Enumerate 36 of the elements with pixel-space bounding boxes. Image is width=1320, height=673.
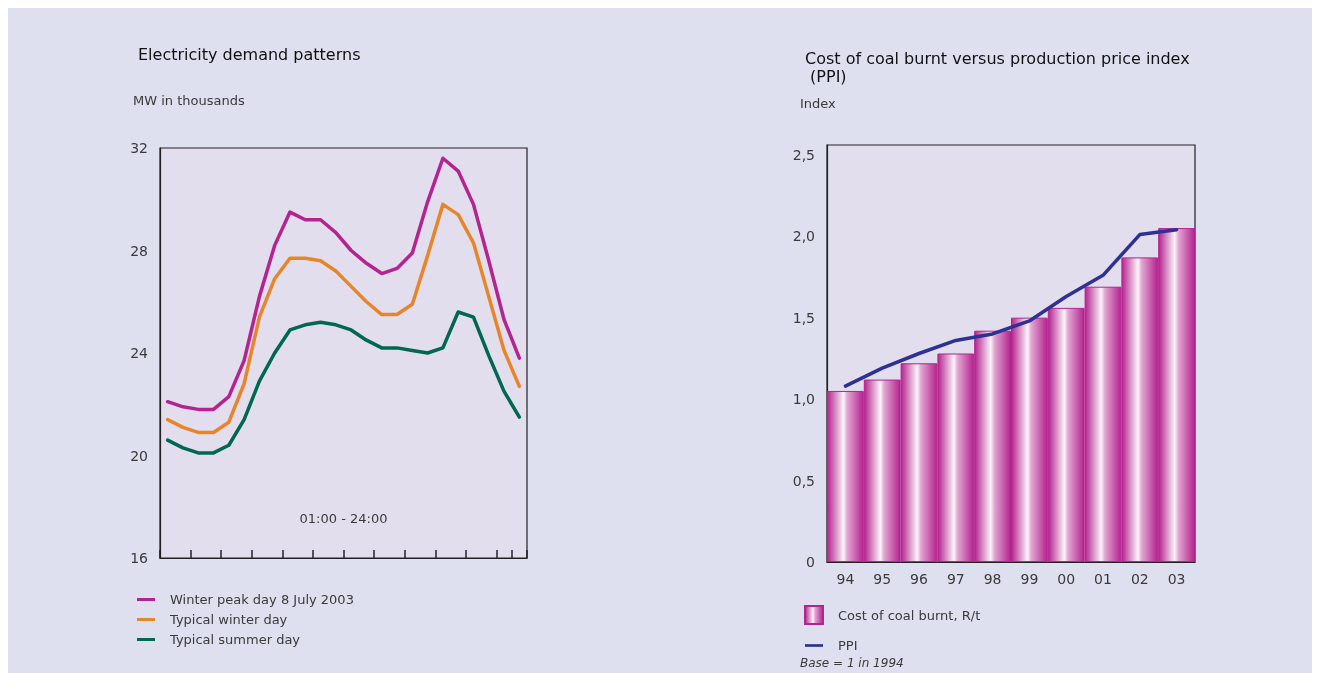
chart-title: Electricity demand patterns: [138, 44, 361, 64]
legend-label: Typical winter day: [169, 612, 288, 627]
legend-label: Cost of coal burnt, R/t: [838, 607, 981, 623]
x-tick-label: 94: [836, 571, 855, 587]
y-axis-title: Index: [800, 96, 837, 111]
line-series: [165, 202, 522, 435]
line-series: [843, 227, 1179, 388]
y-tick-label: 16: [130, 550, 149, 566]
x-tick-label: 97: [946, 571, 965, 587]
x-tick-label: 95: [873, 571, 892, 587]
legend-label: Winter peak day 8 July 2003: [170, 592, 354, 607]
legend-label: PPI: [838, 638, 858, 653]
x-tick-label: 98: [983, 571, 1002, 587]
y-tick-label: 1,0: [792, 391, 815, 408]
legend-label: Typical summer day: [169, 632, 301, 647]
line-series: [165, 310, 522, 455]
y-tick-label: 2,5: [792, 146, 815, 163]
x-tick-label: 00: [1057, 571, 1076, 587]
y-tick-label: 0,5: [792, 472, 815, 489]
y-tick-label: 20: [130, 447, 148, 464]
x-tick-label: 02: [1130, 571, 1149, 587]
y-tick-label: 1,5: [792, 309, 815, 326]
y-tick-label: 0: [806, 554, 815, 570]
chart-title: Cost of coal burnt versus production price index (PPI): [805, 48, 1190, 86]
y-tick-label: 32: [130, 140, 148, 156]
y-tick-label: 24: [130, 345, 149, 361]
line-series: [165, 156, 522, 412]
y-tick-label: 2,0: [792, 228, 815, 245]
x-tick-label: 03: [1167, 571, 1186, 587]
y-tick-label: 28: [130, 242, 148, 259]
y-axis-title: MW in thousands: [133, 93, 245, 108]
x-tick-label: 96: [910, 571, 928, 587]
text: Base = 1 in 1994: [800, 656, 904, 670]
annotation: 01:00 - 24:00: [299, 510, 388, 526]
x-tick-label: 01: [1094, 571, 1112, 587]
x-tick-label: 99: [1020, 571, 1039, 587]
